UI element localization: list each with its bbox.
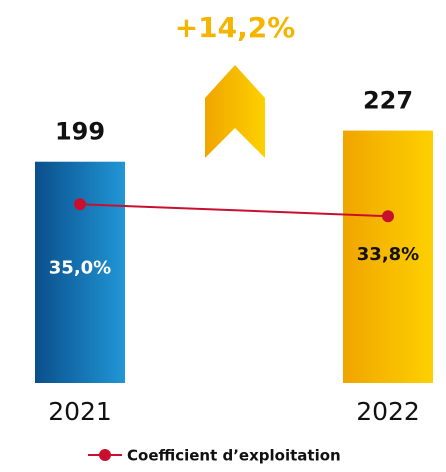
line-value-label: 33,8% (357, 244, 419, 265)
x-tick-label: 2021 (48, 397, 112, 426)
legend-label: Coefficient d’exploitation (127, 447, 341, 465)
line-point (74, 198, 86, 211)
bar-label: 199 (55, 118, 105, 146)
annotation: +14,2% (175, 11, 296, 44)
x-tick-label: 2022 (356, 397, 420, 426)
bar-label: 227 (363, 87, 413, 115)
up-arrow (205, 65, 265, 158)
legend-marker (99, 449, 111, 461)
bar (343, 130, 433, 383)
line (79, 203, 389, 218)
line-point (382, 210, 394, 223)
line-value-label: 35,0% (49, 257, 111, 278)
